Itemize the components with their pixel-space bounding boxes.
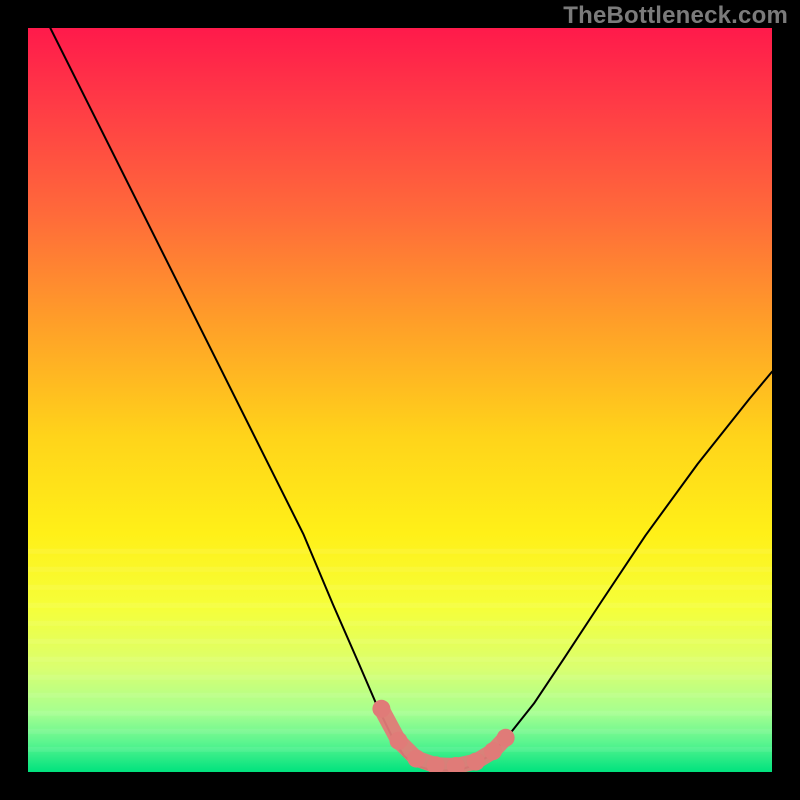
- bottleneck-curve-chart: [28, 28, 772, 772]
- optimal-point-marker: [407, 750, 425, 768]
- attribution-watermark: TheBottleneck.com: [563, 2, 788, 30]
- optimal-point-marker: [467, 753, 485, 771]
- optimal-point-marker: [372, 700, 390, 718]
- optimal-point-marker: [484, 742, 502, 760]
- chart-svg: [28, 28, 772, 772]
- optimal-point-marker: [497, 729, 515, 747]
- figure-container: TheBottleneck.com: [0, 0, 800, 800]
- optimal-point-marker: [390, 732, 408, 750]
